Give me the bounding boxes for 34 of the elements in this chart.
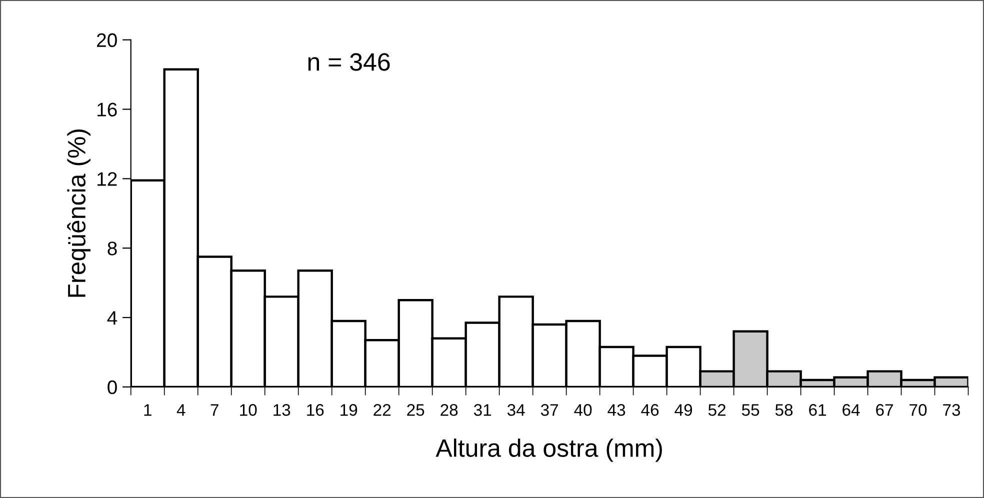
x-tick-label: 1 — [144, 404, 152, 416]
y-tick-label: 4 — [107, 311, 118, 325]
x-tick-label: 49 — [674, 404, 692, 416]
y-tick-label: 0 — [108, 380, 117, 394]
y-tick-label: 12 — [98, 172, 117, 186]
x-tick-label: 13 — [274, 404, 290, 416]
x-tick-label: 22 — [374, 404, 391, 416]
x-axis-title: Altura da ostra (mm) — [436, 438, 662, 462]
x-tick-label: 19 — [340, 404, 358, 416]
y-tick-label: 20 — [97, 33, 117, 48]
x-tick-label: 34 — [507, 404, 525, 416]
x-tick-label: 61 — [809, 404, 826, 416]
x-tick-label: 58 — [775, 404, 793, 416]
x-tick-label: 4 — [176, 404, 186, 416]
x-tick-label: 25 — [407, 404, 424, 416]
x-tick-label: 64 — [842, 404, 860, 416]
x-tick-label: 31 — [474, 404, 492, 416]
x-tick-label: 52 — [708, 404, 726, 416]
x-tick-label: 55 — [742, 404, 760, 416]
x-tick-label: 28 — [440, 404, 458, 416]
x-tick-label: 40 — [574, 404, 592, 416]
annotation: n = 346 — [308, 53, 390, 71]
x-tick-label: 70 — [910, 404, 927, 416]
x-tick-label: 46 — [641, 404, 659, 416]
y-tick-label: 16 — [98, 102, 117, 116]
x-tick-label: 37 — [540, 404, 558, 416]
x-tick-label: 10 — [240, 404, 257, 416]
y-axis-title: Freqüência (%) — [67, 129, 90, 297]
y-tick-label: 8 — [108, 242, 117, 256]
x-tick-label: 16 — [307, 404, 324, 416]
x-tick-label: 67 — [876, 404, 893, 416]
x-tick-label: 7 — [210, 404, 218, 416]
x-tick-label: 43 — [608, 404, 626, 416]
x-tick-label: 73 — [943, 404, 960, 416]
